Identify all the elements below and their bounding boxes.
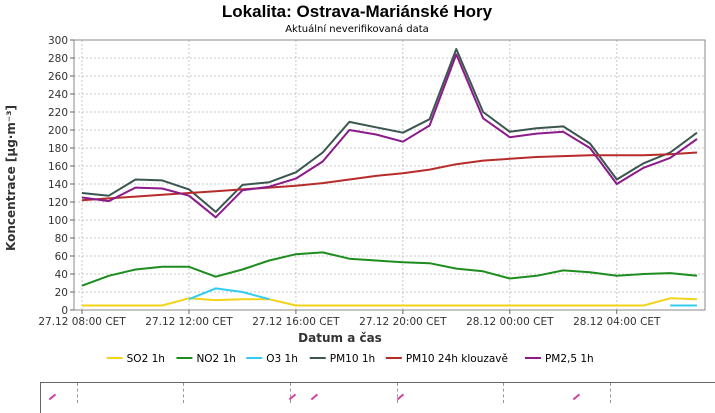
grid-line — [290, 383, 291, 403]
series-line-4 — [81, 151, 698, 202]
y-tick-label: 240 — [48, 89, 68, 101]
secondary-chart-panel — [40, 382, 715, 413]
grid-line — [183, 383, 184, 403]
y-axis-title: Koncentrace [µg·m⁻³] — [4, 105, 18, 251]
y-tick-label: 140 — [48, 179, 68, 191]
y-tick-label: 120 — [48, 197, 68, 209]
series-line-0 — [82, 297, 698, 307]
y-tick-label: 0 — [61, 305, 68, 317]
wind-direction-marker — [310, 393, 324, 407]
y-tick-label: 20 — [55, 287, 68, 299]
y-tick-label: 160 — [48, 161, 68, 173]
grid-line — [503, 383, 504, 403]
x-tick-label: 28.12 04:00 CET — [573, 316, 661, 328]
grid-line — [397, 383, 398, 403]
y-tick-label: 180 — [48, 143, 68, 155]
y-tick-label: 80 — [55, 233, 68, 245]
legend: SO2 1h NO2 1h O3 1h PM10 1h PM10 24h klouzav… — [106, 353, 594, 365]
series-line-3 — [81, 48, 698, 213]
grid-line — [610, 383, 611, 403]
x-tick-label: 27.12 08:00 CET — [38, 316, 126, 328]
axes: 0 20 40 60 80 100 120 140 160 180 200 220 240 260 280 3… — [38, 35, 706, 328]
legend-label: PM10 24h klouzavě — [406, 353, 508, 365]
grid — [74, 40, 705, 310]
y-tick-label: 280 — [48, 53, 68, 65]
legend-label: SO2 1h — [127, 353, 165, 365]
y-tick-label: 220 — [48, 107, 68, 119]
series-line-1 — [81, 251, 698, 287]
legend-label: PM10 1h — [330, 353, 375, 365]
series-line-5 — [81, 53, 698, 219]
x-tick-label: 28.12 00:00 CET — [466, 316, 554, 328]
chart-subtitle: Aktuální neverifikovaná data — [285, 23, 429, 35]
y-tick-label: 60 — [55, 251, 68, 263]
legend-label: PM2,5 1h — [545, 353, 594, 365]
y-tick-label: 100 — [48, 215, 68, 227]
wind-direction-marker — [572, 393, 586, 407]
wind-direction-marker — [48, 393, 62, 407]
grid-line — [77, 383, 78, 403]
wind-direction-marker — [396, 393, 410, 407]
x-tick-label: 27.12 20:00 CET — [359, 316, 447, 328]
y-tick-label: 200 — [48, 125, 68, 137]
y-tick-label: 40 — [55, 269, 68, 281]
plot-frame — [73, 39, 706, 311]
y-tick-label: 260 — [48, 71, 68, 83]
line-chart: Lokalita: Ostrava-Mariánské Hory Aktuáln… — [4, 2, 706, 365]
legend-label: O3 1h — [266, 353, 298, 365]
x-tick-label: 27.12 16:00 CET — [252, 316, 340, 328]
series-line-2 — [188, 287, 270, 301]
series-lines — [81, 48, 698, 307]
legend-label: NO2 1h — [196, 353, 235, 365]
x-axis-title: Datum a čas — [298, 331, 382, 345]
wind-direction-marker — [288, 393, 302, 407]
y-tick-label: 300 — [48, 35, 68, 47]
chart-title: Lokalita: Ostrava-Mariánské Hory — [222, 2, 493, 21]
x-tick-label: 27.12 12:00 CET — [145, 316, 233, 328]
